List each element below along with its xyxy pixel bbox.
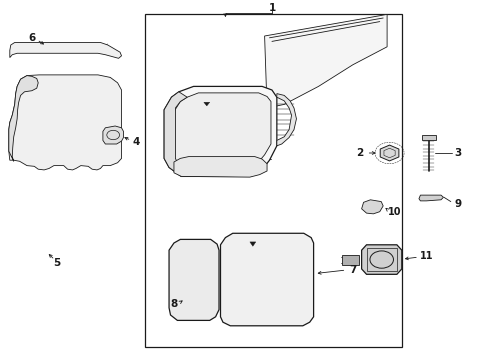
Polygon shape [174,93,271,173]
Polygon shape [419,195,443,201]
Text: 10: 10 [388,207,401,217]
Polygon shape [220,233,314,326]
Polygon shape [380,145,399,161]
Polygon shape [169,239,219,320]
Polygon shape [422,135,436,140]
Polygon shape [362,200,383,214]
Polygon shape [9,75,122,170]
Polygon shape [204,102,210,106]
Text: 2: 2 [357,148,364,158]
Polygon shape [174,157,267,177]
Text: 11: 11 [419,251,433,261]
Polygon shape [10,42,122,58]
Text: 1: 1 [269,3,275,13]
Polygon shape [265,14,387,108]
Text: 5: 5 [53,258,60,268]
Polygon shape [103,126,123,144]
Polygon shape [164,92,187,176]
Text: 6: 6 [28,33,35,43]
Text: 9: 9 [455,199,462,210]
Polygon shape [9,76,38,161]
Text: 7: 7 [349,265,357,275]
Polygon shape [362,245,402,274]
Polygon shape [164,86,277,176]
Text: 8: 8 [171,299,177,309]
Polygon shape [277,94,296,146]
Text: 3: 3 [455,148,462,158]
Polygon shape [342,255,359,265]
Text: 4: 4 [132,137,140,147]
Polygon shape [250,242,256,246]
